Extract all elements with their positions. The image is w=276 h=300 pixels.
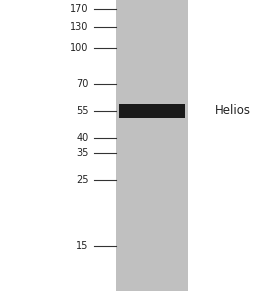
Text: 130: 130 — [70, 22, 88, 32]
Text: 25: 25 — [76, 175, 88, 185]
Bar — [116, 0, 188, 291]
Text: 35: 35 — [76, 148, 88, 158]
Text: 55: 55 — [76, 106, 88, 116]
Bar — [119, 104, 185, 118]
Text: 100: 100 — [70, 43, 88, 53]
Text: 70: 70 — [76, 79, 88, 89]
Text: 170: 170 — [70, 4, 88, 14]
Text: 15: 15 — [76, 241, 88, 251]
Text: Helios: Helios — [215, 104, 251, 118]
Text: 40: 40 — [76, 133, 88, 143]
